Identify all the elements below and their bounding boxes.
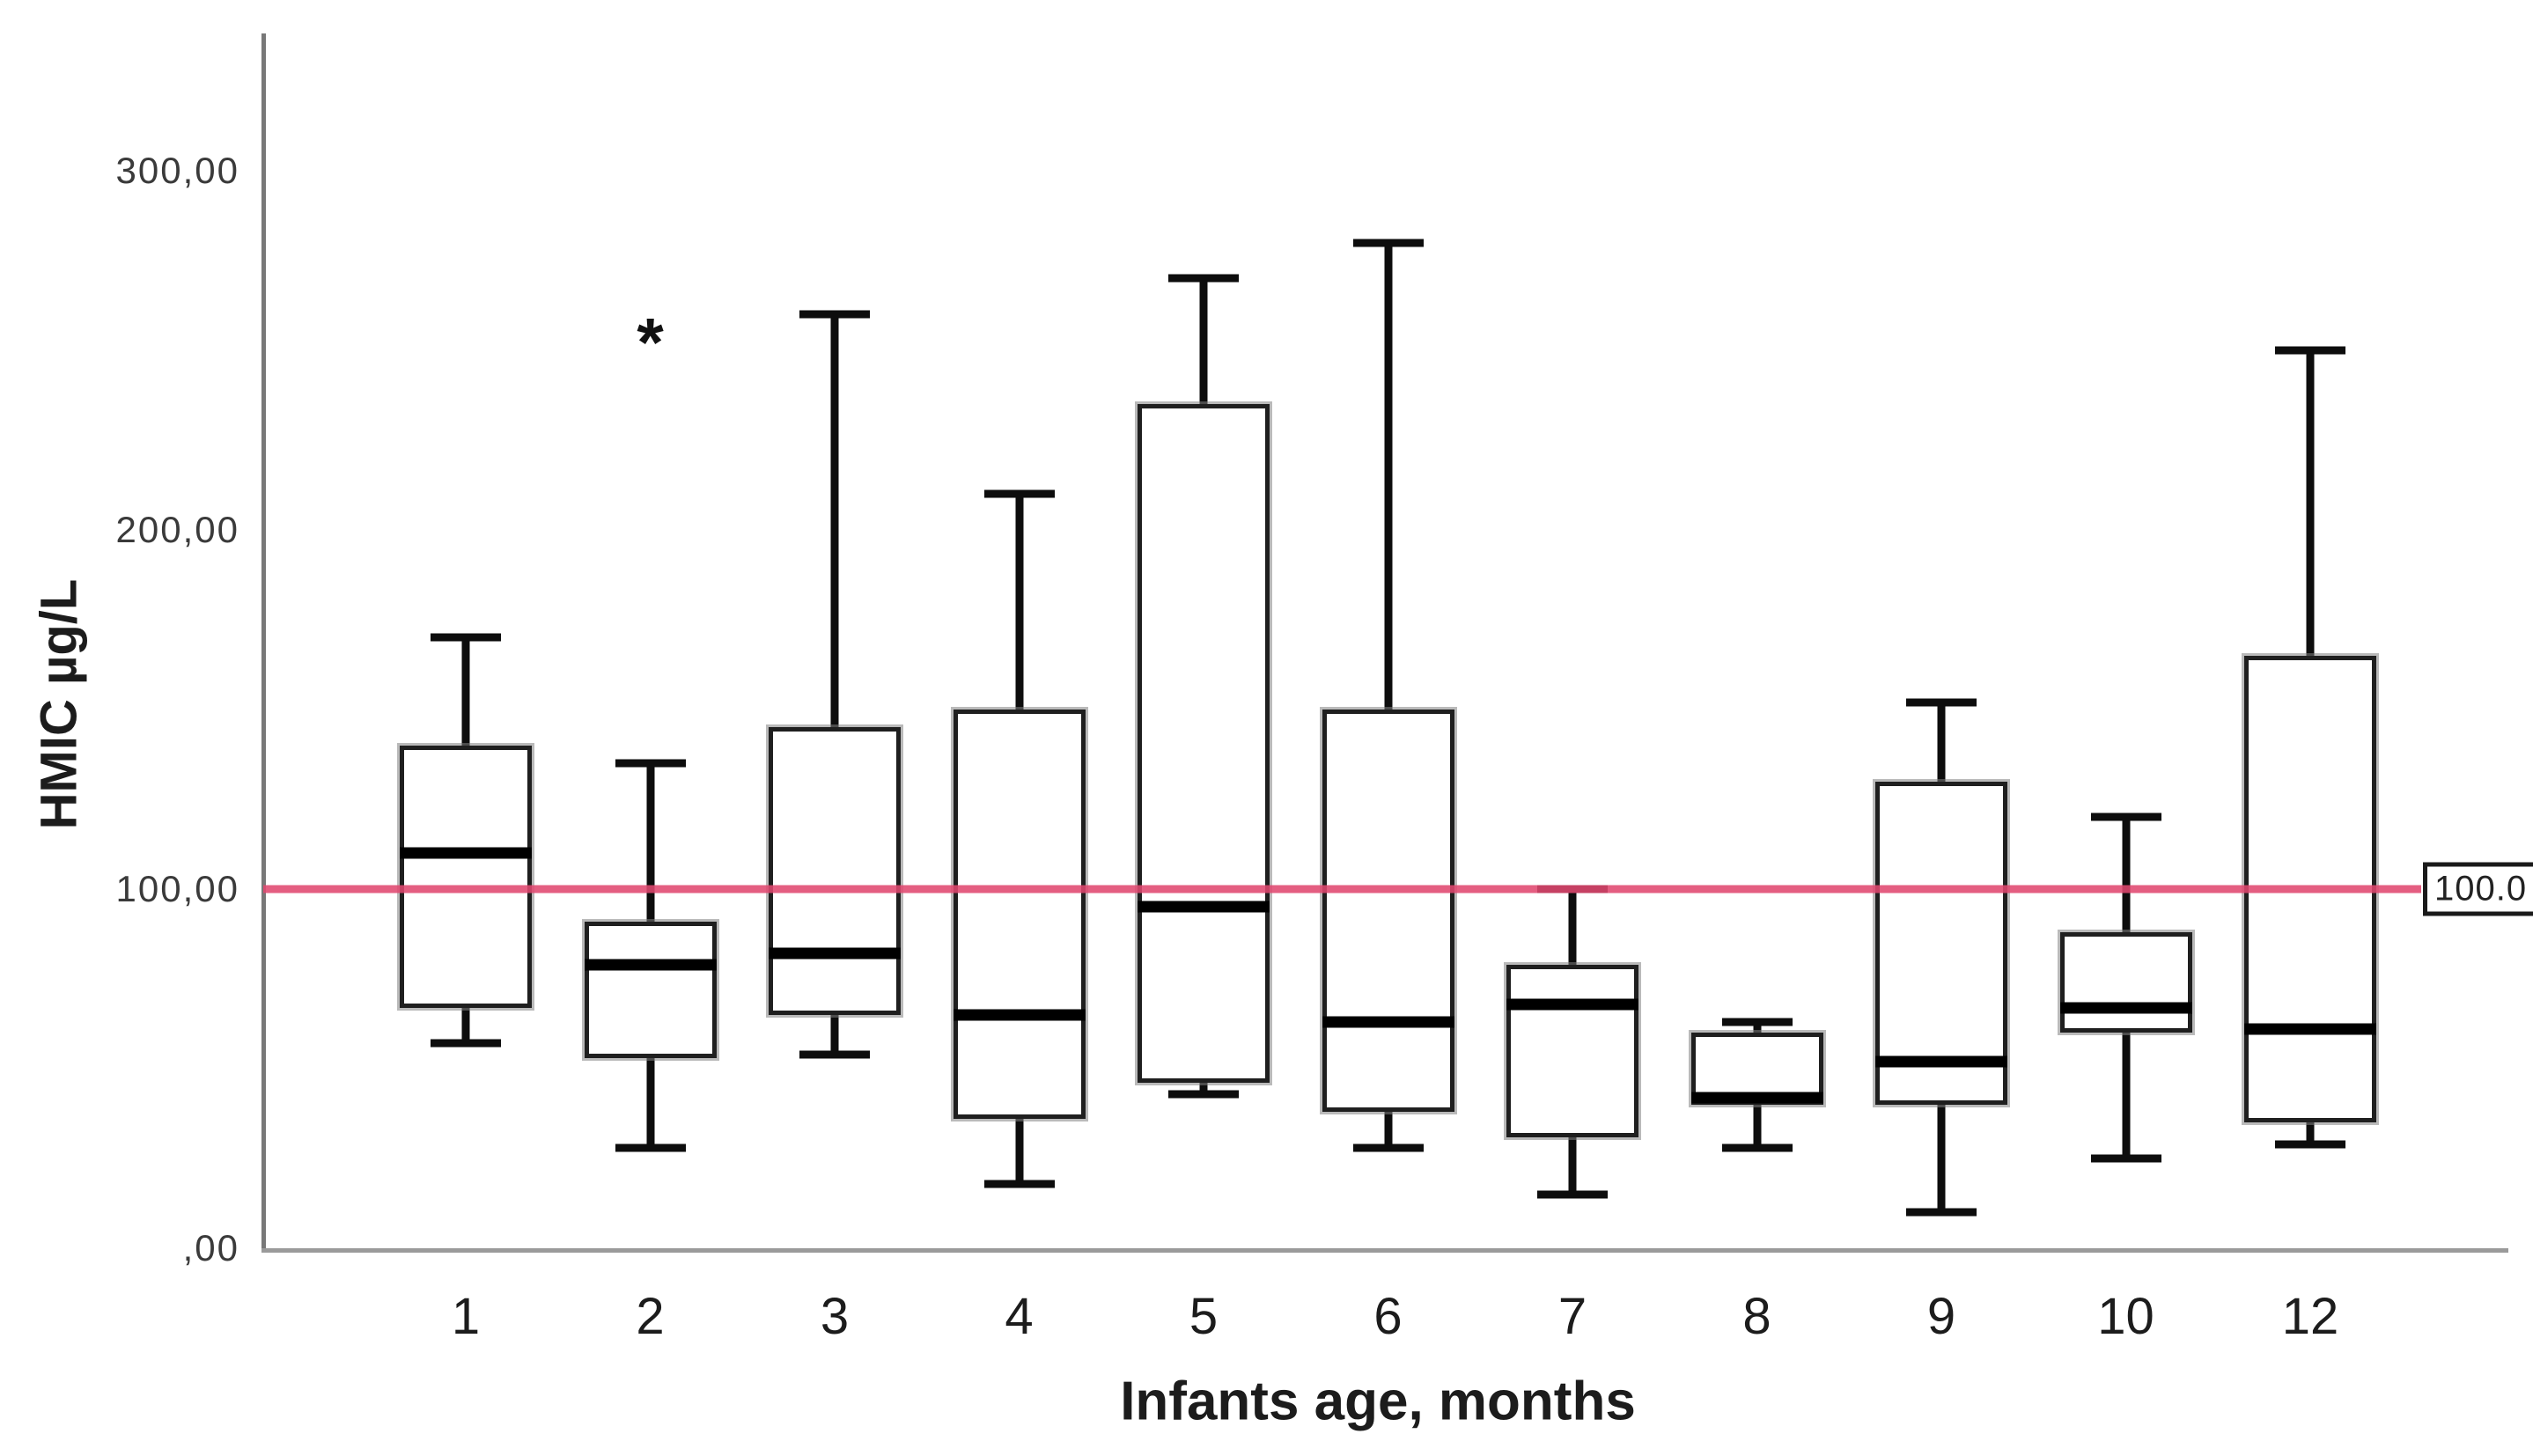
whisker-bottom-month-12 — [2306, 1122, 2315, 1144]
box-month-4 — [953, 710, 1086, 1120]
whisker-top-month-7 — [1568, 889, 1577, 965]
whisker-cap-min-month-12 — [2275, 1140, 2345, 1149]
whisker-cap-max-month-1 — [431, 633, 501, 642]
median-month-8 — [1690, 1092, 1823, 1104]
whisker-cap-min-month-1 — [431, 1039, 501, 1048]
whisker-top-month-12 — [2306, 350, 2315, 656]
y-axis-line — [261, 33, 266, 1253]
box-month-2 — [584, 921, 717, 1058]
median-month-12 — [2244, 1023, 2376, 1035]
x-tick-label-6: 6 — [1373, 1288, 1403, 1345]
y-tick-label-100: 100,00 — [115, 868, 239, 909]
whisker-bottom-month-4 — [1015, 1119, 1023, 1184]
whisker-bottom-month-10 — [2122, 1033, 2130, 1158]
outlier-star-month-2: * — [637, 303, 664, 381]
whisker-bottom-month-5 — [1199, 1083, 1208, 1094]
whisker-bottom-month-7 — [1568, 1136, 1577, 1195]
whisker-cap-max-month-3 — [799, 310, 870, 319]
whisker-top-month-3 — [830, 314, 839, 728]
x-tick-label-9: 9 — [1926, 1288, 1956, 1345]
x-tick-label-1: 1 — [451, 1288, 481, 1345]
x-tick-label-3: 3 — [820, 1288, 850, 1345]
whisker-cap-max-month-4 — [983, 489, 1055, 498]
median-month-10 — [2059, 1002, 2192, 1014]
whisker-cap-max-month-2 — [615, 759, 686, 768]
whisker-top-month-9 — [1937, 702, 1946, 782]
whisker-cap-min-month-2 — [615, 1143, 686, 1152]
x-tick-label-4: 4 — [1005, 1288, 1034, 1345]
x-tick-label-12: 12 — [2281, 1288, 2339, 1345]
whisker-top-month-8 — [1753, 1021, 1761, 1033]
x-tick-label-2: 2 — [636, 1288, 665, 1345]
whisker-cap-min-month-10 — [2090, 1154, 2161, 1163]
x-tick-label-7: 7 — [1557, 1288, 1587, 1345]
median-month-3 — [769, 947, 901, 960]
whisker-top-month-6 — [1384, 242, 1392, 710]
reference-line — [263, 885, 2421, 893]
whisker-bottom-month-1 — [461, 1007, 470, 1044]
y-tick-label-300: 300,00 — [115, 150, 239, 191]
whisker-top-month-4 — [1015, 494, 1023, 710]
y-tick-label-200: 200,00 — [115, 509, 239, 550]
y-tick-label-0: ,00 — [182, 1227, 239, 1268]
whisker-top-month-10 — [2122, 817, 2130, 932]
whisker-cap-min-month-9 — [1906, 1208, 1977, 1217]
whisker-cap-max-month-10 — [2090, 813, 2161, 821]
whisker-top-month-2 — [646, 763, 654, 922]
whisker-cap-max-month-8 — [1721, 1018, 1793, 1026]
y-axis-title: HMIC µg/L — [30, 578, 88, 830]
median-month-1 — [400, 847, 532, 859]
median-month-7 — [1506, 998, 1638, 1011]
box-month-6 — [1322, 710, 1454, 1112]
whisker-cap-min-month-6 — [1352, 1143, 1424, 1152]
whisker-top-month-1 — [461, 637, 470, 746]
median-month-6 — [1322, 1016, 1454, 1028]
box-month-10 — [2059, 931, 2192, 1033]
whisker-top-month-5 — [1199, 278, 1208, 405]
whisker-bottom-month-3 — [830, 1014, 839, 1055]
box-month-7 — [1506, 964, 1638, 1137]
median-month-4 — [953, 1009, 1086, 1021]
whisker-bottom-month-6 — [1384, 1111, 1392, 1148]
whisker-cap-min-month-3 — [799, 1050, 870, 1059]
whisker-bottom-month-8 — [1753, 1104, 1761, 1148]
whisker-cap-min-month-8 — [1721, 1143, 1793, 1152]
whisker-bottom-month-9 — [1937, 1104, 1946, 1213]
whisker-cap-max-month-6 — [1352, 239, 1424, 247]
box-month-9 — [1875, 781, 2007, 1105]
box-month-1 — [400, 745, 532, 1008]
x-tick-label-5: 5 — [1189, 1288, 1219, 1345]
box-month-5 — [1138, 404, 1270, 1084]
whisker-cap-max-month-12 — [2275, 346, 2345, 355]
whisker-bottom-month-2 — [646, 1057, 654, 1148]
whisker-cap-min-month-7 — [1537, 1190, 1608, 1199]
whisker-cap-min-month-5 — [1168, 1090, 1239, 1099]
whisker-cap-max-month-9 — [1906, 698, 1977, 707]
whisker-cap-max-month-5 — [1168, 274, 1239, 283]
x-axis-line — [261, 1248, 2508, 1253]
median-month-9 — [1875, 1055, 2007, 1068]
whisker-cap-min-month-4 — [983, 1180, 1055, 1188]
reference-line-label: 100.0 — [2423, 862, 2533, 916]
median-month-2 — [584, 959, 717, 971]
median-month-5 — [1138, 901, 1270, 913]
box-month-3 — [769, 727, 901, 1015]
x-tick-label-10: 10 — [2097, 1288, 2154, 1345]
x-axis-title: Infants age, months — [1120, 1371, 1636, 1432]
x-tick-label-8: 8 — [1742, 1288, 1771, 1345]
